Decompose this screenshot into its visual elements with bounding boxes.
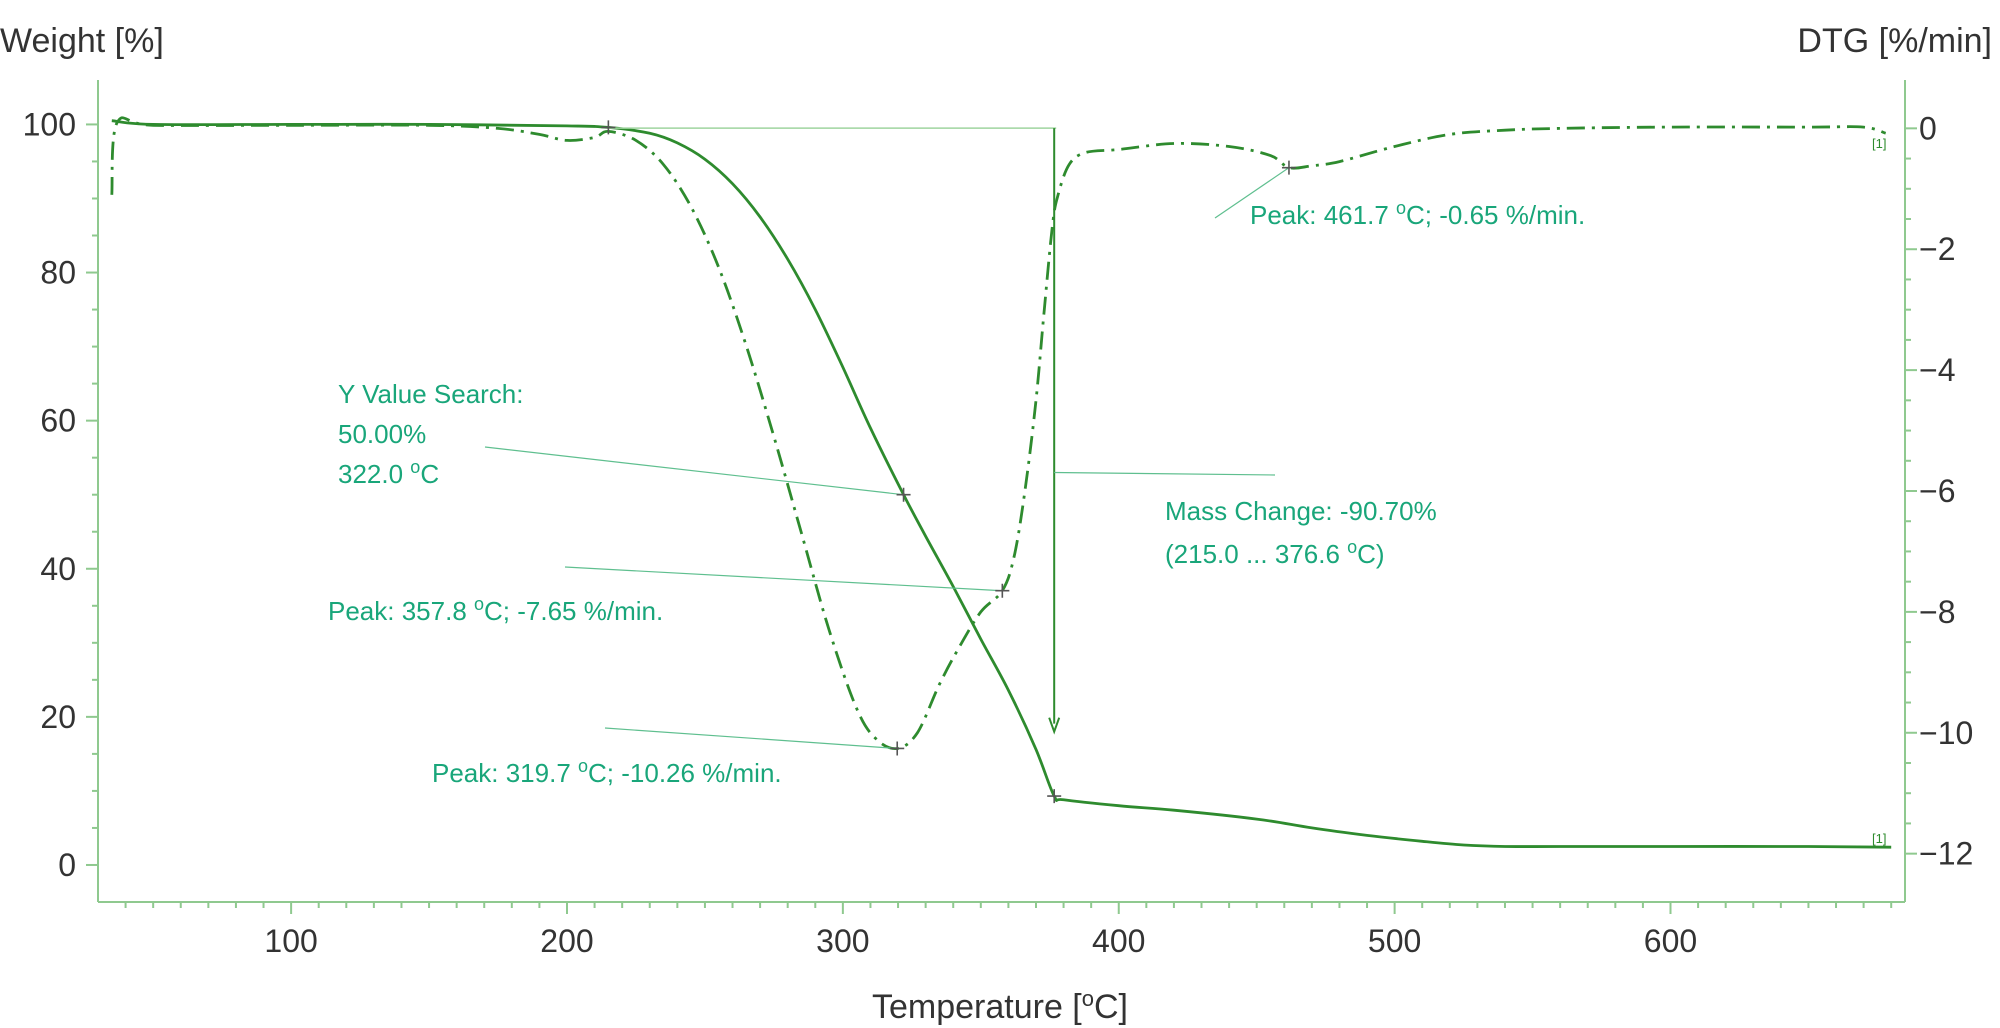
- x-tick-label: 600: [1644, 923, 1697, 959]
- y-right-tick-label: −8: [1919, 594, 1955, 630]
- leader-peak-357: [564, 566, 1003, 592]
- mass-change-line2: (215.0 ... 376.6: [1165, 539, 1347, 569]
- y-right-axis-title: DTG [%/min]: [1797, 22, 1992, 60]
- y-left-axis-title: Weight [%]: [0, 22, 164, 60]
- y-left-tick-label: 20: [40, 699, 76, 735]
- x-tick-label: 500: [1368, 923, 1421, 959]
- x-axis-title-sup: o: [1082, 986, 1094, 1011]
- y-left-tick-label: 80: [40, 255, 76, 291]
- y-right-tick-label: −4: [1919, 352, 1955, 388]
- x-tick-label: 300: [816, 923, 869, 959]
- svg-text:Peak: 357.8 oC; -7.65 %/min.: Peak: 357.8 oC; -7.65 %/min.: [328, 594, 663, 626]
- y-left-tick-label: 0: [58, 847, 76, 883]
- peak-461-text: Peak: 461.7: [1250, 200, 1396, 230]
- y-left-tick-label: 60: [40, 403, 76, 439]
- x-axis-title: Temperature [oC]: [872, 986, 1128, 1027]
- peak-357-sup: o: [474, 594, 484, 614]
- x-tick-label: 400: [1092, 923, 1145, 959]
- data-marker: [601, 120, 616, 135]
- svg-text:Peak: 461.7 oC; -0.65 %/min.: Peak: 461.7 oC; -0.65 %/min.: [1250, 198, 1585, 230]
- y-search-line2: 50.00%: [338, 419, 426, 449]
- x-axis-title-tail: C]: [1094, 988, 1128, 1026]
- leader-peak-319: [604, 727, 898, 750]
- annotation-peak-357: Peak: 357.8 oC; -7.65 %/min.: [328, 594, 663, 626]
- y-search-sup: o: [410, 457, 420, 477]
- y-right-tick-label: −2: [1919, 231, 1955, 267]
- peak-461-sup: o: [1396, 198, 1406, 218]
- plot-axes: [97, 80, 1906, 903]
- y-search-line3-tail: C: [420, 459, 439, 489]
- data-marker: [1047, 789, 1062, 804]
- y-right-tick-label: −6: [1919, 473, 1955, 509]
- mass-change-sup: o: [1347, 537, 1357, 557]
- peak-461-text-tail: C; -0.65 %/min.: [1406, 200, 1585, 230]
- y-right-tick-label: −12: [1919, 836, 1973, 872]
- annotation-y-value-search: Y Value Search: 50.00% 322.0 oC: [338, 379, 524, 489]
- svg-text:(215.0 ... 376.6 oC): (215.0 ... 376.6 oC): [1165, 537, 1385, 569]
- data-marker: [896, 487, 911, 502]
- mass-change-line1: Mass Change: -90.70%: [1165, 496, 1437, 526]
- data-marker: [890, 741, 905, 756]
- annotation-peak-319: Peak: 319.7 oC; -10.26 %/min.: [432, 756, 782, 788]
- axis-ticks: 100 200 300 400 500 600 0 20 40 60 80 100 0 −2 −4 −6 −8 −…: [23, 106, 1974, 959]
- annotation-mass-change: Mass Change: -90.70% (215.0 ... 376.6 oC…: [1165, 496, 1437, 569]
- peak-357-text: Peak: 357.8: [328, 596, 474, 626]
- x-axis-title-main: Temperature [: [872, 988, 1082, 1026]
- y-right-tick-label: −10: [1919, 715, 1973, 751]
- curve-end-label-top: [1]: [1872, 136, 1886, 151]
- svg-text:322.0 oC: 322.0 oC: [338, 457, 439, 489]
- x-tick-label: 200: [540, 923, 593, 959]
- leader-y-search: [484, 446, 904, 496]
- data-marker: [995, 583, 1010, 598]
- data-markers: [601, 120, 1296, 804]
- mass-change-line2-tail: C): [1357, 539, 1384, 569]
- annotation-peak-461: Peak: 461.7 oC; -0.65 %/min.: [1250, 198, 1585, 230]
- leader-peak-461: [1214, 167, 1290, 219]
- dtg-curve: [110, 116, 1887, 751]
- peak-319-text: Peak: 319.7: [432, 758, 578, 788]
- y-left-tick-label: 100: [23, 106, 76, 142]
- x-tick-label: 100: [264, 923, 317, 959]
- svg-text:Peak: 319.7 oC; -10.26 %/min.: Peak: 319.7 oC; -10.26 %/min.: [432, 756, 782, 788]
- peak-357-text-tail: C; -7.65 %/min.: [484, 596, 663, 626]
- peak-319-sup: o: [578, 756, 588, 776]
- y-left-tick-label: 40: [40, 551, 76, 587]
- y-right-tick-label: 0: [1919, 110, 1937, 146]
- data-marker: [1281, 160, 1296, 175]
- reference-lines: [484, 127, 1290, 750]
- peak-319-text-tail: C; -10.26 %/min.: [588, 758, 782, 788]
- mass-change-arrow-head: [1048, 717, 1061, 735]
- curve-end-label-bottom: [1]: [1872, 831, 1886, 846]
- leader-mass-change: [1054, 471, 1276, 476]
- y-search-line1: Y Value Search:: [338, 379, 524, 409]
- y-search-line3: 322.0: [338, 459, 410, 489]
